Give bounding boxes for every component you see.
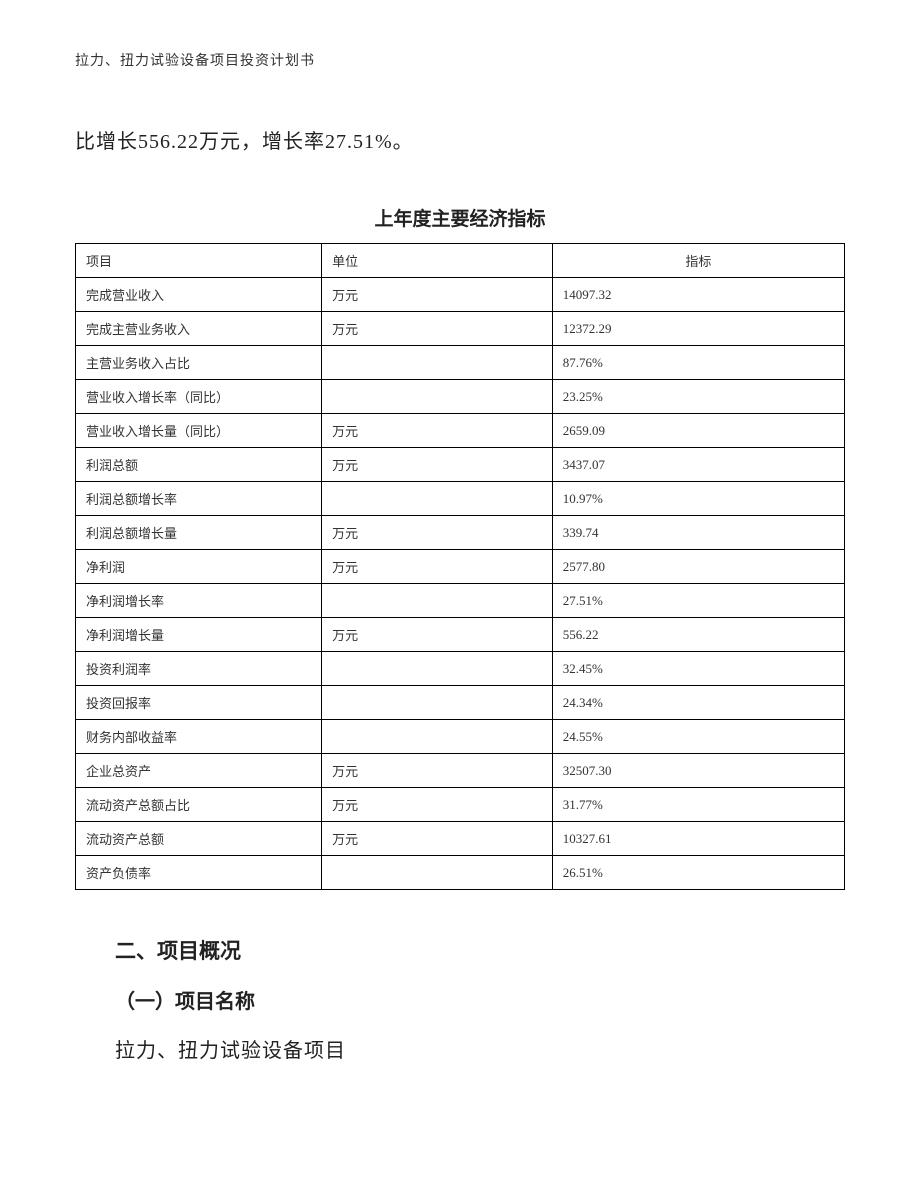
cell-item: 净利润 — [76, 550, 322, 584]
cell-unit — [322, 720, 553, 754]
table-header-row: 项目 单位 指标 — [76, 244, 845, 278]
cell-item: 投资利润率 — [76, 652, 322, 686]
cell-value: 32507.30 — [552, 754, 844, 788]
cell-value: 87.76% — [552, 346, 844, 380]
cell-unit — [322, 346, 553, 380]
table-title: 上年度主要经济指标 — [75, 204, 845, 231]
cell-value: 10327.61 — [552, 822, 844, 856]
table-row: 财务内部收益率 24.55% — [76, 720, 845, 754]
cell-value: 2659.09 — [552, 414, 844, 448]
cell-item: 营业收入增长量（同比） — [76, 414, 322, 448]
cell-item: 净利润增长量 — [76, 618, 322, 652]
cell-value: 12372.29 — [552, 312, 844, 346]
table-body: 完成营业收入万元14097.32完成主营业务收入万元12372.29主营业务收入… — [76, 278, 845, 890]
table-row: 营业收入增长率（同比） 23.25% — [76, 380, 845, 414]
cell-unit — [322, 380, 553, 414]
cell-item: 营业收入增长率（同比） — [76, 380, 322, 414]
cell-unit: 万元 — [322, 788, 553, 822]
cell-item: 投资回报率 — [76, 686, 322, 720]
cell-value: 339.74 — [552, 516, 844, 550]
project-name: 拉力、扭力试验设备项目 — [115, 1034, 845, 1063]
cell-value: 27.51% — [552, 584, 844, 618]
cell-unit: 万元 — [322, 278, 553, 312]
table-row: 净利润万元2577.80 — [76, 550, 845, 584]
intro-paragraph: 比增长556.22万元，增长率27.51%。 — [75, 125, 845, 154]
cell-unit: 万元 — [322, 754, 553, 788]
cell-item: 资产负债率 — [76, 856, 322, 890]
table-row: 净利润增长量万元556.22 — [76, 618, 845, 652]
cell-value: 32.45% — [552, 652, 844, 686]
page-header: 拉力、扭力试验设备项目投资计划书 — [75, 50, 845, 70]
table-row: 利润总额增长率 10.97% — [76, 482, 845, 516]
cell-value: 14097.32 — [552, 278, 844, 312]
cell-value: 24.34% — [552, 686, 844, 720]
table-row: 投资利润率 32.45% — [76, 652, 845, 686]
cell-item: 完成主营业务收入 — [76, 312, 322, 346]
table-row: 投资回报率 24.34% — [76, 686, 845, 720]
cell-unit: 万元 — [322, 448, 553, 482]
cell-unit — [322, 652, 553, 686]
table-row: 企业总资产万元32507.30 — [76, 754, 845, 788]
cell-item: 流动资产总额占比 — [76, 788, 322, 822]
cell-item: 主营业务收入占比 — [76, 346, 322, 380]
economic-indicators-table: 项目 单位 指标 完成营业收入万元14097.32完成主营业务收入万元12372… — [75, 243, 845, 890]
cell-unit: 万元 — [322, 822, 553, 856]
table-row: 流动资产总额万元10327.61 — [76, 822, 845, 856]
table-row: 利润总额万元3437.07 — [76, 448, 845, 482]
cell-unit: 万元 — [322, 312, 553, 346]
cell-unit: 万元 — [322, 550, 553, 584]
table-row: 完成营业收入万元14097.32 — [76, 278, 845, 312]
cell-value: 23.25% — [552, 380, 844, 414]
cell-value: 24.55% — [552, 720, 844, 754]
section-heading: 二、项目概况 — [115, 935, 845, 965]
cell-item: 企业总资产 — [76, 754, 322, 788]
cell-item: 利润总额 — [76, 448, 322, 482]
table-row: 主营业务收入占比 87.76% — [76, 346, 845, 380]
table-row: 营业收入增长量（同比）万元2659.09 — [76, 414, 845, 448]
header-unit: 单位 — [322, 244, 553, 278]
cell-value: 3437.07 — [552, 448, 844, 482]
cell-unit — [322, 686, 553, 720]
cell-unit: 万元 — [322, 618, 553, 652]
table-row: 净利润增长率 27.51% — [76, 584, 845, 618]
cell-item: 财务内部收益率 — [76, 720, 322, 754]
table-row: 利润总额增长量万元339.74 — [76, 516, 845, 550]
subsection-heading: （一）项目名称 — [115, 985, 845, 1014]
cell-value: 2577.80 — [552, 550, 844, 584]
header-value: 指标 — [552, 244, 844, 278]
cell-item: 利润总额增长量 — [76, 516, 322, 550]
cell-item: 净利润增长率 — [76, 584, 322, 618]
table-row: 资产负债率 26.51% — [76, 856, 845, 890]
cell-value: 26.51% — [552, 856, 844, 890]
cell-value: 10.97% — [552, 482, 844, 516]
table-row: 完成主营业务收入万元12372.29 — [76, 312, 845, 346]
header-item: 项目 — [76, 244, 322, 278]
cell-unit: 万元 — [322, 414, 553, 448]
cell-value: 556.22 — [552, 618, 844, 652]
cell-unit: 万元 — [322, 516, 553, 550]
cell-item: 利润总额增长率 — [76, 482, 322, 516]
cell-unit — [322, 482, 553, 516]
cell-unit — [322, 856, 553, 890]
cell-item: 流动资产总额 — [76, 822, 322, 856]
cell-item: 完成营业收入 — [76, 278, 322, 312]
cell-unit — [322, 584, 553, 618]
table-row: 流动资产总额占比万元31.77% — [76, 788, 845, 822]
cell-value: 31.77% — [552, 788, 844, 822]
